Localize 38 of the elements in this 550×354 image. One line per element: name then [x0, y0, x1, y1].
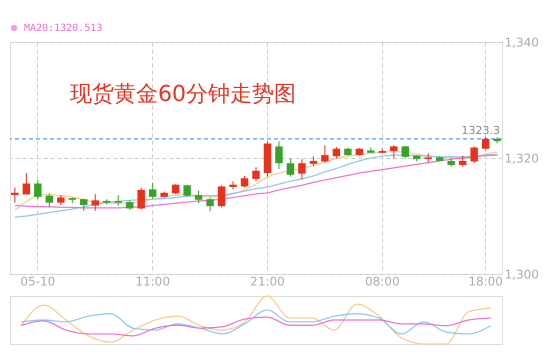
x-tick-label: 11:00 — [135, 274, 170, 288]
candlestick — [206, 196, 214, 212]
x-tick-label: 21:00 — [250, 274, 285, 288]
x-tick-label: 05-10 — [20, 274, 56, 288]
candlestick — [275, 140, 283, 170]
candlestick — [80, 198, 88, 212]
candlestick — [470, 146, 478, 164]
y-tick-label: 1,320 — [504, 152, 539, 166]
candlestick — [57, 194, 65, 206]
candlestick — [183, 184, 191, 198]
candlestick — [137, 187, 145, 210]
candlestick — [482, 136, 490, 150]
candlestick — [332, 146, 340, 160]
candlestick — [22, 172, 30, 196]
candlestick — [34, 180, 42, 200]
x-tick-label: 08:00 — [365, 274, 400, 288]
y-tick-label: 1,340 — [504, 36, 539, 50]
candlestick — [402, 145, 409, 160]
candlestick — [126, 200, 134, 210]
candlestick — [46, 192, 54, 208]
candlestick — [310, 156, 318, 167]
candlestick — [240, 175, 248, 188]
candlestick — [390, 144, 398, 160]
candlestick — [286, 158, 294, 178]
candlestick — [92, 193, 99, 212]
ref-line-label: 1323.3 — [462, 124, 500, 137]
y-tick-label: 1,300 — [504, 268, 539, 282]
candlestick — [194, 190, 202, 204]
candlestick — [298, 158, 306, 180]
x-tick-label: 18:00 — [468, 274, 503, 288]
legend-label: MA20:1320.513 — [24, 23, 102, 34]
candlestick — [172, 184, 180, 194]
candlestick — [218, 184, 226, 208]
candlestick — [321, 144, 329, 164]
text: 现货黄金60分钟走势图 — [70, 82, 296, 107]
candlestick — [148, 182, 156, 200]
candlestick — [458, 155, 466, 168]
candlestick — [252, 166, 260, 182]
